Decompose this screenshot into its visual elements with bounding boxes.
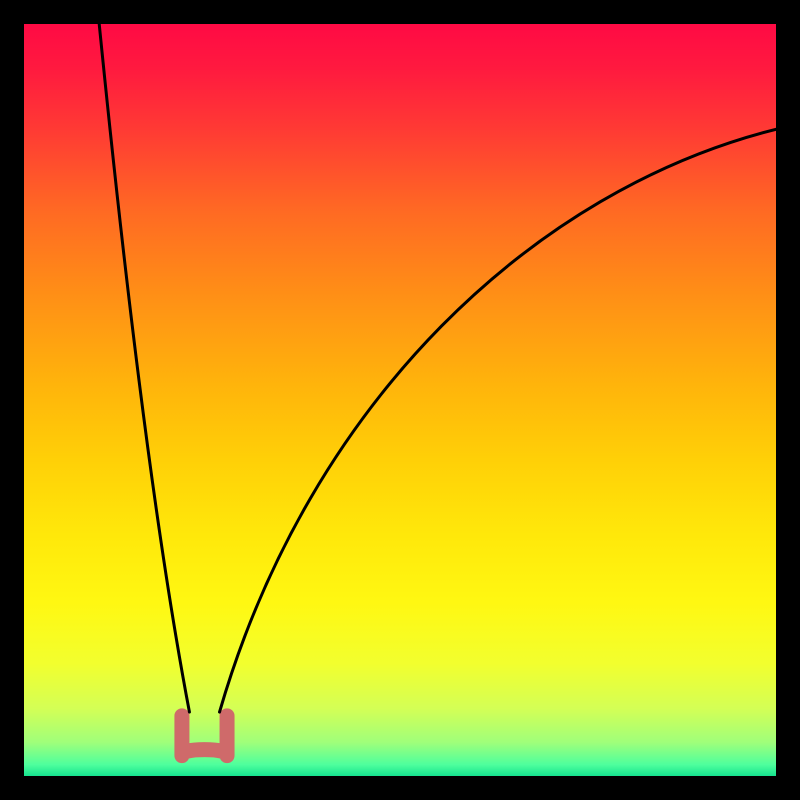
bottleneck-chart (24, 24, 776, 776)
watermark-text: TheBottleneck.com (594, 0, 782, 23)
gradient-background (24, 24, 776, 776)
chart-container: TheBottleneck.com (0, 0, 800, 800)
